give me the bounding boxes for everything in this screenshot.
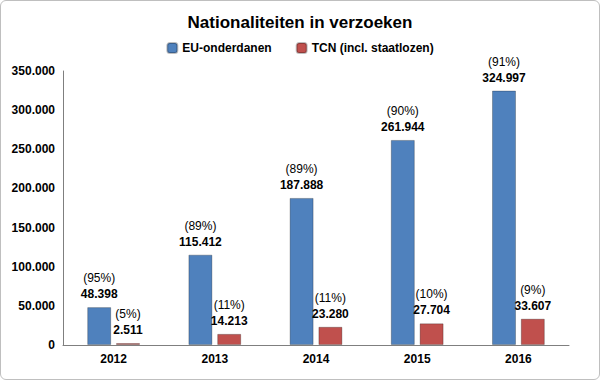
svg-text:27.704: 27.704 (413, 303, 450, 317)
svg-text:300.000: 300.000 (12, 103, 56, 117)
svg-text:EU-onderdanen: EU-onderdanen (182, 41, 271, 55)
svg-text:(5%): (5%) (115, 307, 140, 321)
svg-text:(11%): (11%) (214, 298, 245, 312)
svg-text:50.000: 50.000 (18, 299, 55, 313)
svg-text:0: 0 (48, 338, 55, 352)
svg-text:(10%): (10%) (416, 287, 448, 301)
svg-text:200.000: 200.000 (12, 181, 56, 195)
svg-text:115.412: 115.412 (179, 235, 222, 249)
svg-text:(89%): (89%) (286, 162, 318, 176)
svg-text:2.511: 2.511 (113, 323, 143, 337)
svg-text:2013: 2013 (201, 352, 228, 366)
svg-text:261.944: 261.944 (381, 120, 425, 134)
svg-text:(11%): (11%) (315, 291, 346, 305)
svg-text:(91%): (91%) (488, 55, 520, 69)
svg-text:(9%): (9%) (520, 283, 545, 297)
svg-text:350.000: 350.000 (12, 64, 56, 78)
svg-text:(95%): (95%) (83, 271, 115, 285)
svg-text:187.888: 187.888 (280, 178, 324, 192)
svg-text:250.000: 250.000 (12, 142, 56, 156)
svg-text:2012: 2012 (100, 352, 127, 366)
svg-text:2016: 2016 (505, 352, 532, 366)
svg-text:2015: 2015 (404, 352, 431, 366)
svg-text:14.213: 14.213 (211, 314, 248, 328)
svg-text:48.398: 48.398 (81, 287, 118, 301)
svg-text:100.000: 100.000 (12, 260, 56, 274)
svg-text:23.280: 23.280 (312, 307, 349, 321)
svg-text:2014: 2014 (303, 352, 330, 366)
svg-text:33.607: 33.607 (514, 299, 551, 313)
svg-text:TCN (incl. staatlozen): TCN (incl. staatlozen) (312, 41, 434, 55)
svg-text:324.997: 324.997 (482, 71, 526, 85)
svg-text:150.000: 150.000 (12, 221, 56, 235)
svg-text:Nationaliteiten in verzoeken: Nationaliteiten in verzoeken (188, 13, 413, 32)
svg-text:(89%): (89%) (184, 219, 216, 233)
svg-text:(90%): (90%) (387, 104, 419, 118)
